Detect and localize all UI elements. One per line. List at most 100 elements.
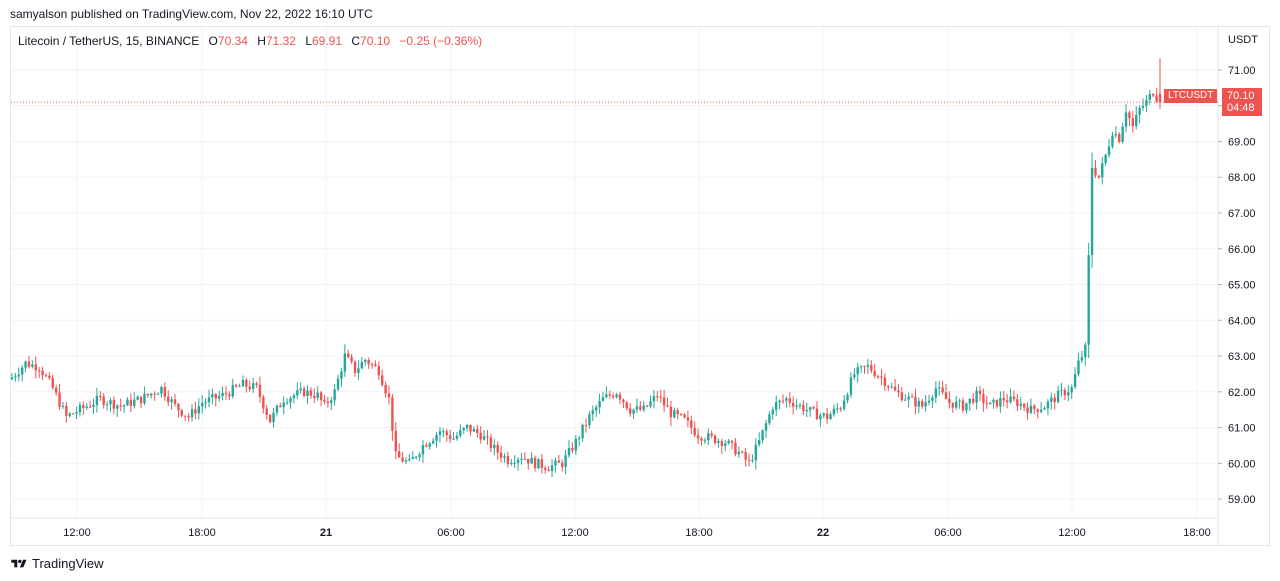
candle-body [1104, 154, 1107, 164]
candle-body [938, 387, 941, 389]
candle-body [1111, 135, 1114, 147]
x-tick-label: 06:00 [437, 527, 465, 539]
high-value: 71.32 [265, 34, 296, 48]
candle-body [241, 380, 245, 387]
candle-body [221, 392, 224, 397]
candle-body [268, 414, 272, 423]
candle-body [343, 353, 347, 372]
candles-group [10, 58, 1162, 478]
candle-body [1145, 100, 1148, 107]
candle-body [381, 375, 384, 385]
last-price-label: 70.10 04:48 [1222, 88, 1262, 116]
candle-body [859, 366, 863, 368]
candle-body [710, 433, 713, 436]
candle-body [951, 402, 955, 408]
candle-body [105, 404, 109, 406]
candle-body [364, 360, 367, 363]
candle-body [720, 441, 724, 446]
candle-body [690, 420, 693, 428]
candle-body [24, 361, 27, 368]
candle-body [136, 396, 139, 400]
candle-body [496, 444, 499, 453]
x-tick-label: 22 [817, 527, 829, 539]
candle-body [217, 396, 221, 399]
candle-body [234, 385, 238, 387]
candle-body [347, 353, 350, 358]
candle-body [336, 378, 340, 390]
candle-body [1124, 112, 1128, 127]
candle-body [1080, 357, 1084, 361]
candle-body [866, 364, 870, 367]
candle-body [1152, 94, 1155, 96]
candle-body [948, 398, 951, 403]
candle-body [557, 460, 561, 463]
candle-body [1121, 126, 1124, 142]
candle-body [486, 436, 489, 438]
candle-body [791, 402, 795, 407]
candle-body [126, 399, 129, 406]
candle-body [48, 375, 51, 379]
candle-body [323, 399, 326, 402]
candle-body [635, 406, 639, 410]
candle-body [425, 445, 428, 447]
candle-body [700, 438, 703, 441]
candle-body [968, 398, 971, 404]
candle-body [1005, 400, 1009, 403]
last-price-value: 70.10 [1227, 90, 1255, 102]
candle-body [880, 376, 883, 378]
candle-body [578, 438, 581, 440]
symbol-title[interactable]: Litecoin / TetherUS, 15, BINANCE [18, 34, 200, 48]
candle-body [88, 406, 92, 408]
candle-body [873, 370, 876, 377]
candle-body [41, 370, 44, 376]
candle-body [31, 364, 34, 367]
candle-body [357, 368, 360, 373]
candle-body [313, 395, 316, 398]
candle-body [584, 424, 588, 426]
candle-body [669, 406, 673, 418]
candle-body [910, 396, 914, 398]
candle-body [802, 404, 805, 412]
candle-body [1019, 403, 1022, 407]
candle-body [537, 459, 540, 469]
chart-frame [10, 26, 1270, 546]
tradingview-brand[interactable]: TradingView [10, 556, 104, 571]
candle-body [469, 425, 472, 432]
candle-body [849, 377, 853, 395]
candle-body [825, 413, 829, 419]
candle-body [438, 431, 442, 435]
x-tick-label: 21 [320, 527, 332, 539]
candle-body [832, 408, 836, 415]
candle-body [75, 412, 78, 414]
candle-body [408, 458, 411, 461]
candle-body [788, 398, 791, 403]
candle-body [513, 462, 516, 464]
candle-body [805, 410, 808, 412]
candle-body [567, 447, 571, 456]
candle-body [934, 388, 938, 398]
candle-body [1046, 401, 1050, 409]
candle-body [645, 405, 649, 407]
tradingview-logo-icon [11, 559, 27, 567]
candle-body [601, 397, 605, 401]
candle-body [418, 454, 421, 457]
candle-body [1056, 390, 1060, 403]
candle-body [693, 427, 696, 436]
candle-body [44, 375, 48, 377]
candle-body [82, 405, 85, 408]
candle-body [1094, 167, 1097, 176]
candle-body [917, 401, 921, 407]
candle-body [482, 436, 486, 440]
candle-body [133, 399, 136, 407]
price-unit-label: USDT [1228, 34, 1258, 46]
candle-body [177, 403, 180, 411]
candle-body [1050, 397, 1053, 402]
candle-body [808, 407, 812, 411]
candle-body [231, 385, 234, 397]
candle-body [839, 408, 842, 410]
candle-body [516, 459, 520, 463]
candle-body [540, 459, 544, 468]
candle-body [78, 405, 82, 413]
candle-body [730, 440, 734, 443]
